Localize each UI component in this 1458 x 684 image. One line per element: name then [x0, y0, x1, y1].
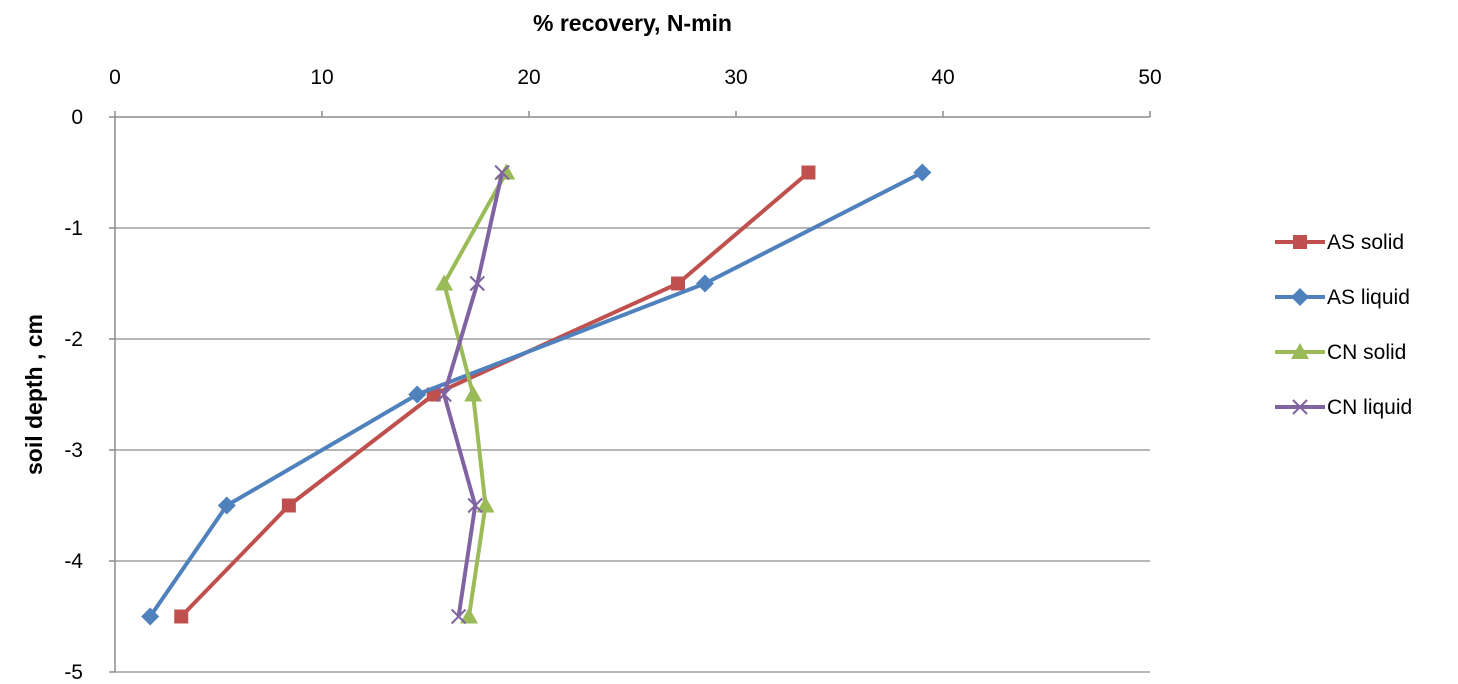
legend-label: AS solid: [1327, 231, 1404, 254]
data-point-4: [459, 607, 478, 624]
series-cn-solid: [435, 163, 516, 624]
data-point-3: [217, 496, 236, 515]
data-point-1: [469, 275, 485, 292]
legend-swatch-marker: [1292, 399, 1308, 415]
series-lines: [141, 163, 932, 626]
data-point-3: [281, 498, 296, 513]
x-tick-label-2: 20: [517, 66, 540, 89]
data-point-4: [141, 607, 160, 626]
data-point-3: [467, 497, 483, 514]
legend-swatch-marker: [1293, 235, 1307, 249]
data-point-0: [913, 163, 932, 182]
data-point-3: [476, 496, 495, 513]
series-as-solid: [174, 165, 816, 624]
x-tick-label-5: 50: [1138, 66, 1161, 89]
x-tick-label-4: 40: [931, 66, 954, 89]
data-point-4: [174, 609, 189, 624]
series-line: [148, 170, 924, 618]
legend-entry-0: AS solid: [1275, 231, 1404, 254]
y-axis-title: soil depth , cm: [21, 314, 47, 475]
x-tick-label-0: 0: [109, 66, 121, 89]
data-point-0: [494, 164, 510, 181]
data-point-2: [464, 385, 483, 402]
legend-label: CN liquid: [1327, 396, 1412, 419]
legend-entry-2: CN solid: [1275, 341, 1406, 364]
legend-entry-3: CN liquid: [1275, 396, 1412, 419]
data-point-1: [671, 276, 686, 291]
series-as-liquid: [141, 163, 932, 626]
legend-swatch-marker: [1291, 288, 1309, 306]
series-line: [179, 170, 810, 618]
x-tick-label-1: 10: [310, 66, 333, 89]
legend-swatch-marker: [1291, 343, 1309, 359]
tick-labels: 0 10 20 30 40 50 0 -1 -2 -3 -4 -5: [64, 66, 1161, 684]
axes: [109, 111, 1151, 673]
legend-label: AS liquid: [1327, 286, 1410, 309]
data-point-2: [436, 386, 452, 403]
data-point-0: [801, 165, 816, 180]
gridlines: [115, 227, 1150, 673]
y-tick-label-5: -5: [64, 661, 83, 684]
legend: AS solid AS liquid CN solid CN liquid: [1275, 231, 1412, 419]
data-point-1: [695, 274, 714, 293]
data-point-1: [435, 274, 454, 291]
y-tick-label-2: -2: [64, 328, 83, 351]
x-tick-label-3: 30: [724, 66, 747, 89]
legend-entry-1: AS liquid: [1275, 286, 1410, 309]
y-tick-label-3: -3: [64, 439, 83, 462]
legend-label: CN solid: [1327, 341, 1406, 364]
data-point-4: [450, 608, 467, 625]
data-point-2: [408, 385, 427, 404]
y-tick-label-4: -4: [64, 550, 83, 573]
series-cn-liquid: [436, 164, 510, 625]
y-tick-label-1: -1: [64, 217, 83, 240]
y-tick-label-0: 0: [71, 106, 83, 129]
x-axis-title: % recovery, N-min: [533, 10, 732, 36]
